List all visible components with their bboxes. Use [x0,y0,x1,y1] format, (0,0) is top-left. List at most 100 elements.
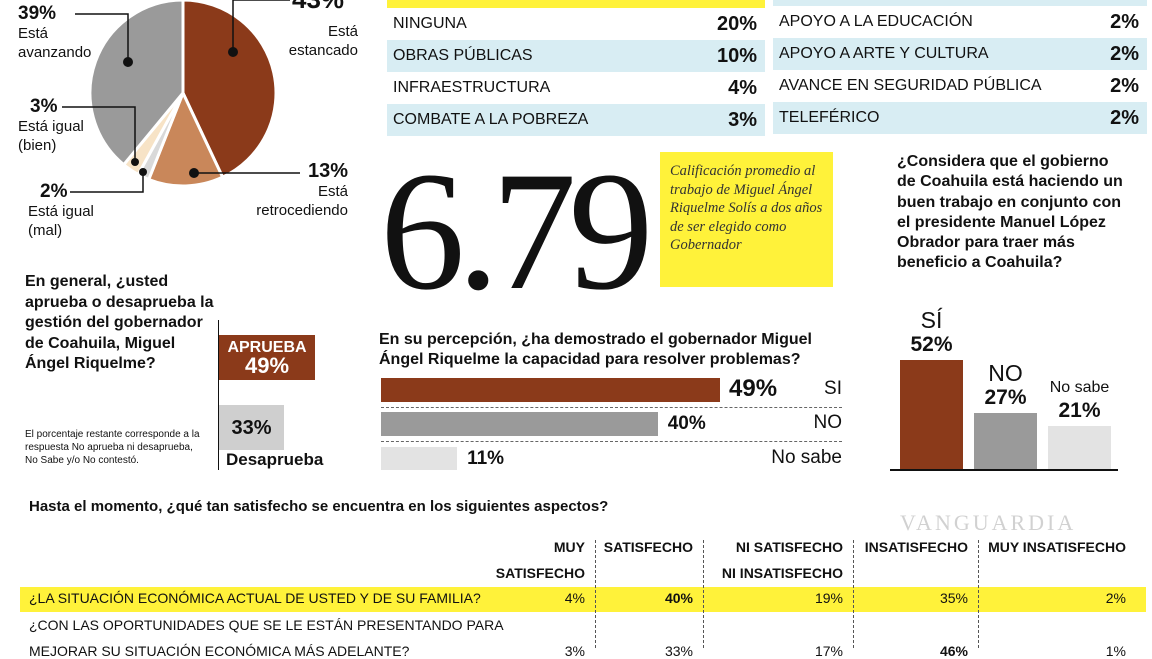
row-label: NO RECUERDA [393,0,511,1]
column-header: NI SATISFECHO [735,539,843,555]
approve-value: 49% [244,353,290,378]
row-value: 2% [1110,42,1139,65]
axis-line [218,320,219,470]
table-row-cut [773,0,1147,6]
cell-value: 19% [814,590,843,606]
row-label: APOYO A LA EDUCACIÓN [779,13,973,30]
pie-label-2-value: 2% [40,181,68,202]
bar-value: 49% [729,375,778,402]
cell-value: 17% [814,643,843,659]
table-row: INFRAESTRUCTURA 4% [387,72,765,104]
pie-label-2-line1: Está igual [28,203,94,220]
pie-label-39: 39% Está avanzando [18,4,91,62]
cell-value: 33% [664,643,693,659]
bar-value: 40% [667,413,706,434]
column-header: SATISFECHO [603,539,693,555]
column-divider [853,540,854,648]
pie-label-39-line2: avanzando [18,44,92,61]
row-label: ¿LA SITUACIÓN ECONÓMICA ACTUAL DE USTED … [29,590,481,606]
divider [381,441,842,442]
divider [381,407,842,408]
highlight-row-bg [20,587,1146,612]
pie-label-43-line2: estancado [288,42,358,59]
approve-label: APRUEBA [227,339,307,356]
column-header: INSATISFECHO [864,539,968,555]
approve-question: En general, ¿usted aprueba o desaprueba … [25,273,214,372]
row-label: OBRAS PÚBLICAS [393,47,533,64]
bar-category: SI [824,378,842,399]
bar-category: SÍ [920,307,943,333]
bar [1048,425,1111,470]
pie-label-43-value: 43% [292,0,344,12]
cell-value: 35% [939,590,968,606]
row-value: 4% [728,76,757,99]
approve-bar: APRUEBA 49% [219,335,315,380]
capacity-question: En su percepción, ¿ha demostrado el gobe… [379,331,812,368]
pie-label-3-value: 3% [30,96,58,117]
column-header: MUY INSATISFECHO [988,539,1126,555]
table-row: NINGUNA 20% [387,8,765,40]
pie-label-13-line1: Está [317,183,348,200]
row-value: 3% [728,108,757,131]
bar [381,412,658,436]
table-row: AVANCE EN SEGURIDAD PÚBLICA 2% [773,70,1147,102]
row-label: AVANCE EN SEGURIDAD PÚBLICA [779,77,1042,94]
bar [974,412,1037,470]
bar-value: 11% [467,448,505,469]
row-value: 20% [716,12,757,35]
row-label: ¿CON LAS OPORTUNIDADES QUE SE LE ESTÁN P… [29,617,504,633]
row-label: COMBATE A LA POBREZA [393,111,589,128]
table-row: OBRAS PÚBLICAS 10% [387,40,765,72]
pie-slice [88,0,185,167]
approve-note: El porcentaje restante corresponde a la … [25,429,200,466]
bar [381,447,458,470]
baseline [890,469,1118,471]
cell-value: 3% [564,643,585,659]
table-row: COMBATE A LA POBREZA 3% [387,104,765,136]
column-header: NI INSATISFECHO [721,565,843,581]
bar [381,378,720,402]
pie-label-13-value: 13% [307,160,348,182]
column-header: SATISFECHO [495,565,585,581]
pie-label-2-line2: (mal) [28,222,63,239]
bar-category: NO [988,359,1023,386]
bar-value: 52% [910,333,953,356]
row-value: 10% [716,44,757,67]
cell-value: 4% [564,590,585,606]
pie-label-2: 2% Está igual (mal) [28,182,94,240]
pie-slice [146,89,225,188]
table-row: NO RECUERDA 45% [387,0,765,8]
bar [900,360,963,470]
disapprove-bar: 33% [219,405,284,450]
amlo-question: ¿Considera que el gobierno de Coahuila e… [897,153,1123,272]
table-row: TELEFÉRICO 2% [773,102,1147,134]
bar-category: No sabe [1049,378,1110,396]
row-value: 2% [1110,74,1139,97]
row-label: TELEFÉRICO [779,109,880,126]
cell-value: 1% [1105,643,1126,659]
pie-chart [62,0,300,193]
pie-label-39-line1: Está [18,25,49,42]
column-divider [595,540,596,648]
row-label: MEJORAR SU SITUACIÓN ECONÓMICA MÁS ADELA… [29,643,410,659]
bar-category: NO [813,412,843,433]
column-header: MUY [553,539,585,555]
row-value: 2% [1110,106,1139,129]
score-value: 6.79 [380,137,653,325]
pie-label-3-line1: Está igual [18,118,84,135]
bar-value: 27% [984,385,1027,409]
watermark: VANGUARDIA [900,510,1077,535]
table-row: APOYO A LA EDUCACIÓN 2% [773,6,1147,38]
table-row: APOYO A ARTE Y CULTURA 2% [773,38,1147,70]
row-label: NINGUNA [393,15,467,32]
cell-value: 2% [1105,590,1126,606]
pie-label-39-value: 39% [18,3,57,24]
row-value: 45% [717,0,757,4]
cell-value: 46% [939,643,968,659]
pie-label-43-line1: Está [327,23,358,40]
score-caption: Calificación promedio al trabajo de Migu… [660,152,833,287]
cell-value: 40% [664,590,693,606]
pie-label-3: 3% Está igual (bien) [18,97,84,155]
bar-category: No sabe [771,447,842,468]
pie-label-13: 13% Está retrocediendo [256,160,348,220]
